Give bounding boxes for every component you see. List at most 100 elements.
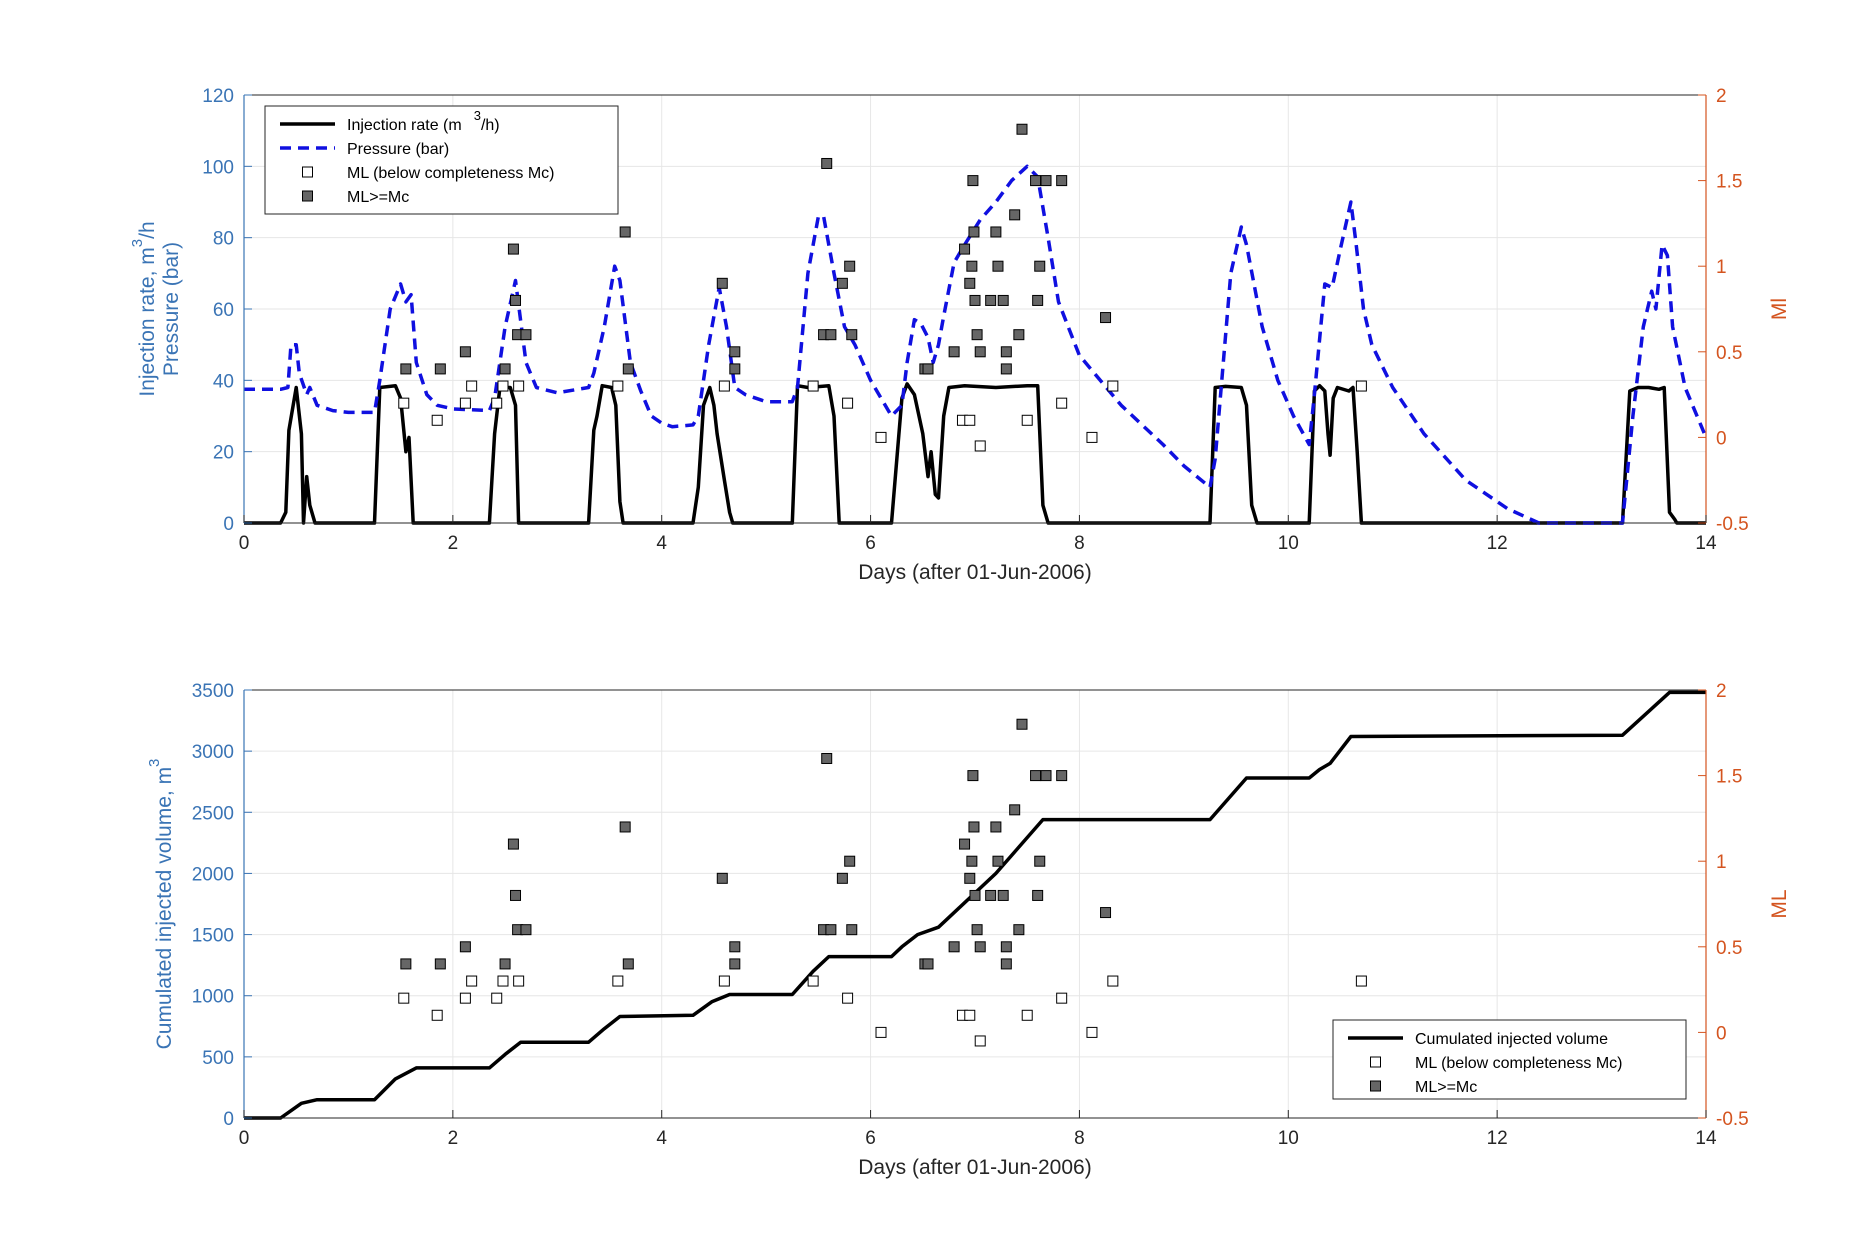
legend-swatch-ml_below — [302, 166, 313, 178]
marker-ml_above — [499, 958, 511, 970]
x-tick-label: 0 — [239, 1128, 250, 1149]
marker-ml_above — [985, 889, 997, 901]
y-right-tick-label: 2 — [1716, 86, 1727, 107]
marker-ml_below — [718, 975, 730, 987]
marker-ml_above — [1032, 889, 1044, 901]
marker-ml_above — [964, 872, 976, 884]
y-left-axis-label-text: Injection rate, m — [136, 247, 159, 396]
marker-ml_below — [612, 380, 624, 392]
marker-ml_above — [836, 277, 848, 289]
marker-ml_below — [964, 1009, 976, 1021]
marker-ml_below — [431, 414, 443, 426]
legend-label-text: Cumulated injected volume — [1415, 1031, 1608, 1048]
x-tick-label: 12 — [1487, 1128, 1508, 1149]
y-right-tick-label: 1 — [1716, 852, 1727, 873]
bottom-panel-cumulated-volume: 0 2 4 6 8 10 12 140500100015002000250030003500-… — [146, 681, 1791, 1179]
marker-ml_above — [990, 821, 1002, 833]
marker-ml_below — [875, 431, 887, 443]
marker-ml_above — [510, 889, 522, 901]
y-left-axis-label: Cumulated injected volume, m3 — [146, 759, 176, 1050]
y-right-axis-label: Ml — [1768, 298, 1791, 320]
y-right-tick-label: 0 — [1716, 428, 1727, 449]
x-tick-label: 8 — [1074, 1128, 1085, 1149]
marker-ml_below — [491, 397, 503, 409]
marker-ml_above — [959, 243, 971, 255]
marker-ml_above — [1013, 924, 1025, 936]
marker-ml_above — [1030, 175, 1042, 187]
y-left-axis-label-sup: 3 — [146, 759, 163, 767]
marker-ml_above — [520, 924, 532, 936]
marker-ml_below — [842, 397, 854, 409]
marker-ml_above — [1009, 209, 1021, 221]
marker-ml_above — [964, 277, 976, 289]
marker-ml_below — [466, 380, 478, 392]
y-right-axis-label: ML — [1768, 889, 1791, 918]
y-left-axis-label-line2: Pressure (bar) — [160, 242, 183, 376]
x-tick-label: 14 — [1695, 533, 1717, 554]
legend-label-text: ML (below completeness Mc) — [1415, 1055, 1622, 1072]
marker-ml_above — [729, 958, 741, 970]
legend-label-sup: 3 — [474, 108, 481, 123]
legend-box — [1332, 1019, 1687, 1100]
marker-ml_below — [513, 975, 525, 987]
x-tick-label: 2 — [448, 533, 459, 554]
series-line-pressure — [244, 164, 1708, 525]
legend-label-cumvol: Cumulated injected volume — [1415, 1031, 1608, 1048]
marker-ml_above — [510, 294, 522, 306]
marker-ml_above — [922, 958, 934, 970]
marker-ml_above — [716, 277, 728, 289]
marker-ml_above — [1013, 329, 1025, 341]
legend-label-rate: Injection rate (m 3/h) — [347, 108, 500, 134]
marker-ml_above — [716, 872, 728, 884]
marker-ml_above — [974, 346, 986, 358]
marker-ml_above — [967, 175, 979, 187]
marker-ml_above — [400, 958, 412, 970]
y-left-tick-label: 1500 — [192, 926, 234, 947]
y-left-tick-label: 2500 — [192, 803, 234, 824]
y-left-axis-label-sup: 3 — [129, 239, 146, 247]
marker-ml_below — [398, 397, 410, 409]
marker-ml_above — [1040, 770, 1052, 782]
y-left-tick-label: 2000 — [192, 864, 234, 885]
marker-ml_below — [431, 1009, 443, 1021]
y-right-tick-label: 1 — [1716, 257, 1727, 278]
marker-ml_above — [846, 924, 858, 936]
x-tick-label: 10 — [1278, 533, 1299, 554]
marker-ml_below — [964, 414, 976, 426]
legend-label-text: ML>=Mc — [347, 189, 409, 206]
marker-ml_above — [966, 855, 978, 867]
marker-ml_below — [1021, 1009, 1033, 1021]
marker-ml_above — [971, 329, 983, 341]
marker-ml_above — [968, 821, 980, 833]
marker-ml_below — [466, 975, 478, 987]
marker-ml_above — [507, 838, 519, 850]
y-left-tick-label: 0 — [223, 514, 234, 535]
y-left-axis-label-text: Cumulated injected volume, m — [153, 767, 176, 1049]
x-tick-label: 4 — [656, 533, 667, 554]
x-tick-label: 12 — [1487, 533, 1508, 554]
marker-ml_below — [1107, 380, 1119, 392]
marker-ml_below — [1086, 431, 1098, 443]
marker-ml_above — [971, 924, 983, 936]
x-tick-label: 0 — [239, 533, 250, 554]
marker-ml_above — [729, 363, 741, 375]
y-right-tick-label: 0.5 — [1716, 938, 1742, 959]
marker-ml_below — [1107, 975, 1119, 987]
marker-ml_above — [622, 958, 634, 970]
x-tick-label: 10 — [1278, 1128, 1299, 1149]
marker-ml_above — [959, 838, 971, 850]
marker-ml_above — [619, 821, 631, 833]
x-tick-label: 8 — [1074, 533, 1085, 554]
marker-ml_above — [821, 157, 833, 169]
marker-ml_below — [807, 380, 819, 392]
marker-ml_above — [1056, 770, 1068, 782]
marker-ml_below — [497, 380, 509, 392]
y-left-axis-label: Injection rate, m3/h — [129, 221, 159, 396]
marker-ml_below — [459, 397, 471, 409]
marker-ml_above — [997, 889, 1009, 901]
marker-ml_above — [1009, 804, 1021, 816]
marker-ml_above — [1040, 175, 1052, 187]
marker-ml_above — [821, 752, 833, 764]
marker-ml_below — [1086, 1026, 1098, 1038]
